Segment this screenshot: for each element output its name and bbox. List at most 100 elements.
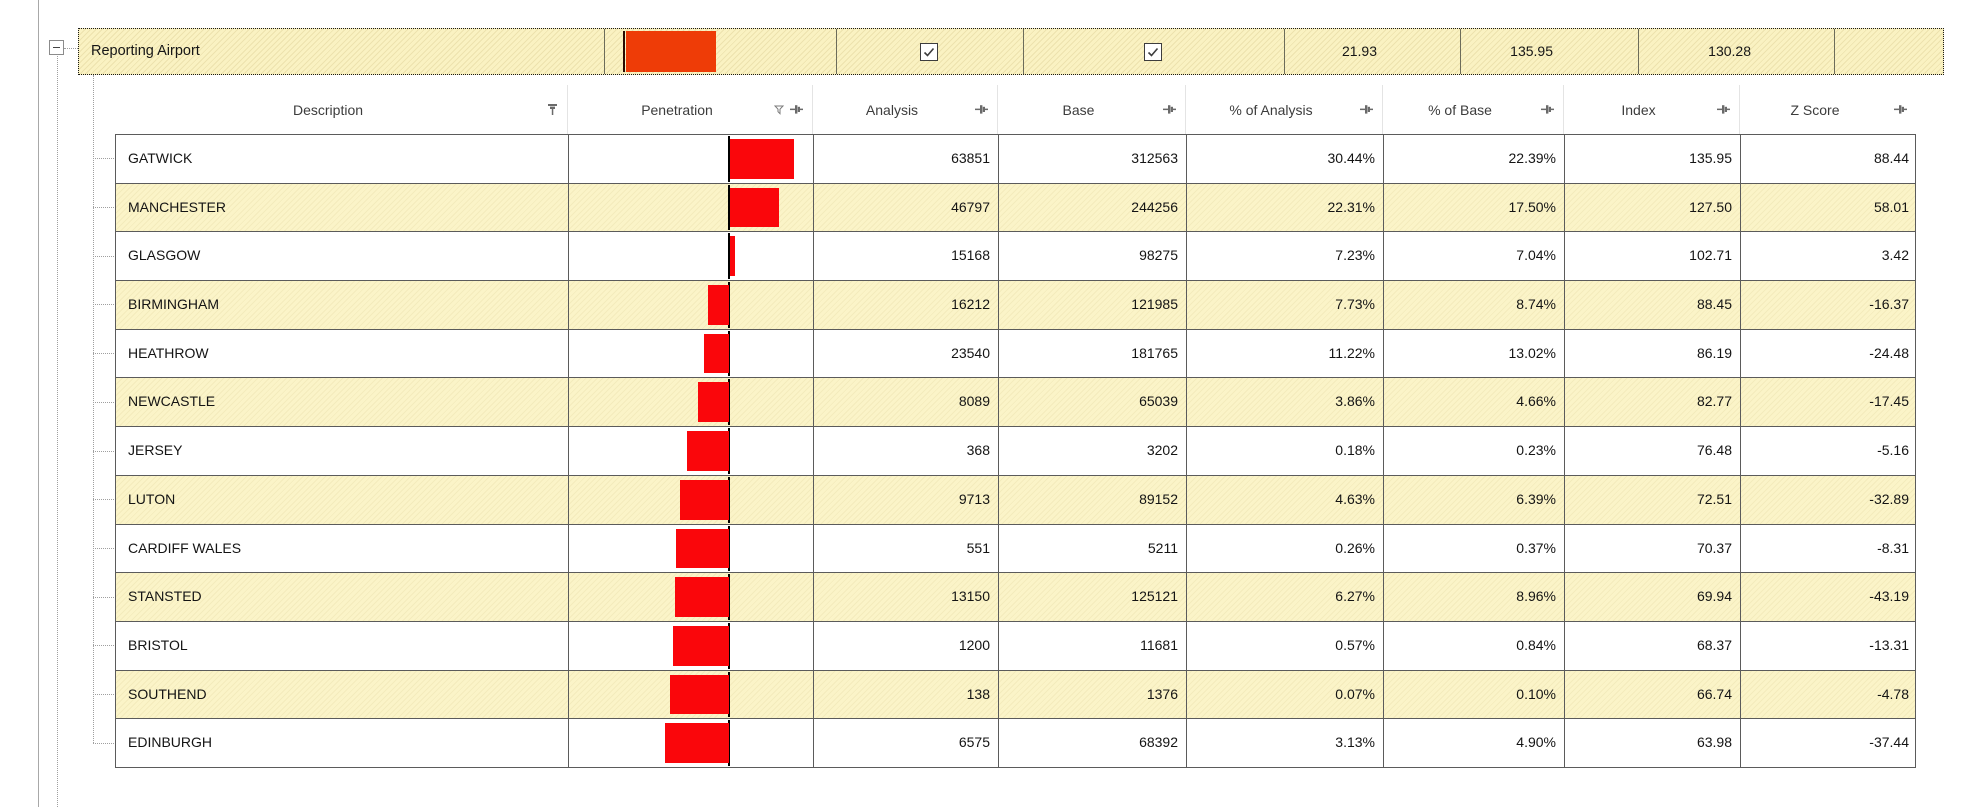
group-label: Reporting Airport [91, 43, 200, 59]
group-cell-divider [1284, 29, 1285, 74]
column-header-pct-of-base[interactable]: % of Base [1383, 85, 1564, 134]
z-score-cell: -4.78 [1877, 685, 1909, 702]
penetration-axis [728, 330, 730, 377]
group-value-1: 21.93 [1341, 43, 1377, 59]
pin-horizontal-icon[interactable] [1894, 104, 1907, 115]
penetration-bar [730, 139, 794, 179]
filter-icon[interactable] [774, 105, 785, 115]
index-cell: 127.50 [1565, 183, 1741, 232]
penetration-cell [569, 329, 814, 378]
base-cell: 98275 [999, 232, 1187, 281]
column-header-z-score[interactable]: Z Score [1740, 85, 1916, 134]
table-row-glasgow[interactable]: GLASGOW 15168 98275 7.23% 7.04% 102.71 3… [116, 232, 1915, 282]
penetration-cell [569, 135, 814, 183]
base-cell: 65039 [999, 378, 1187, 427]
tree-connector [93, 207, 114, 209]
tree-connector [93, 596, 114, 598]
pin-horizontal-icon[interactable] [1360, 104, 1373, 115]
table-row-luton[interactable]: LUTON 9713 89152 4.63% 6.39% 72.51 -32.8… [116, 475, 1915, 525]
penetration-bar [698, 382, 729, 423]
table-row-stansted[interactable]: STANSTED 13150 125121 6.27% 8.96% 69.94 … [116, 573, 1915, 622]
column-header-penetration[interactable]: Penetration [568, 85, 813, 134]
penetration-axis [728, 428, 730, 474]
description-cell: SOUTHEND [116, 670, 569, 719]
pin-horizontal-icon[interactable] [1163, 104, 1176, 115]
penetration-bar [675, 577, 729, 617]
index-cell: 72.51 [1565, 475, 1741, 524]
z-score-cell: -17.45 [1869, 393, 1909, 410]
table-row-heathrow[interactable]: HEATHROW 23540 181765 11.22% 13.02% 86.1… [116, 329, 1915, 379]
pct-of-base-cell: 8.96% [1384, 573, 1565, 621]
group-checkbox-2[interactable] [1144, 43, 1162, 61]
pct-of-base-cell: 0.10% [1384, 670, 1565, 719]
pct-of-analysis-cell: 6.27% [1187, 573, 1384, 621]
table-row-birmingham[interactable]: BIRMINGHAM 16212 121985 7.73% 8.74% 88.4… [116, 281, 1915, 330]
table-row-southend[interactable]: SOUTHEND 138 1376 0.07% 0.10% 66.74 -4.7… [116, 670, 1915, 720]
penetration-cell [569, 621, 814, 670]
header-row: Description Penetration Analysis B [115, 85, 1916, 134]
pct-of-base-cell: 0.23% [1384, 427, 1565, 475]
pin-horizontal-icon[interactable] [1541, 104, 1554, 115]
penetration-axis [728, 136, 730, 182]
group-cell-divider [836, 29, 837, 74]
analysis-cell: 551 [814, 524, 999, 573]
column-header-base[interactable]: Base [998, 85, 1186, 134]
table-row-newcastle[interactable]: NEWCASTLE 8089 65039 3.86% 4.66% 82.77 -… [116, 378, 1915, 428]
table-row-bristol[interactable]: BRISTOL 1200 11681 0.57% 0.84% 68.37 -13… [116, 621, 1915, 671]
pct-of-base-cell: 0.84% [1384, 621, 1565, 670]
base-cell: 68392 [999, 719, 1187, 767]
group-cell-divider [604, 29, 605, 74]
index-cell: 69.94 [1565, 573, 1741, 621]
penetration-axis [728, 379, 730, 426]
tree-connector [64, 48, 78, 49]
analysis-cell: 46797 [814, 183, 999, 232]
detail-grid: Description Penetration Analysis B [115, 85, 1916, 768]
penetration-bar [669, 674, 729, 715]
column-header-pct-of-analysis[interactable]: % of Analysis [1186, 85, 1383, 134]
table-row-edinburgh[interactable]: EDINBURGH 6575 68392 3.13% 4.90% 63.98 -… [116, 719, 1915, 768]
pin-horizontal-icon[interactable] [1717, 104, 1730, 115]
column-header-analysis[interactable]: Analysis [813, 85, 998, 134]
check-icon [923, 47, 935, 57]
tree-connector [93, 742, 114, 744]
pct-of-base-cell: 22.39% [1384, 135, 1565, 183]
pct-of-analysis-cell: 4.63% [1187, 475, 1384, 524]
base-cell: 125121 [999, 573, 1187, 621]
penetration-bar [680, 479, 729, 520]
penetration-cell [569, 524, 814, 573]
group-value-3: 130.28 [1708, 43, 1751, 59]
table-row-jersey[interactable]: JERSEY 368 3202 0.18% 0.23% 76.48 -5.16 [116, 427, 1915, 476]
analysis-cell: 138 [814, 670, 999, 719]
pin-horizontal-icon[interactable] [975, 104, 988, 115]
group-cell-divider [1460, 29, 1461, 74]
index-cell: 70.37 [1565, 524, 1741, 573]
base-cell: 121985 [999, 281, 1187, 329]
tree-connector [93, 304, 114, 306]
pin-horizontal-icon[interactable] [790, 104, 803, 115]
z-score-cell: 3.42 [1881, 247, 1909, 264]
base-cell: 244256 [999, 183, 1187, 232]
index-cell: 88.45 [1565, 281, 1741, 329]
pct-of-analysis-cell: 11.22% [1187, 329, 1384, 378]
description-cell: JERSEY [116, 427, 569, 475]
group-checkbox-1[interactable] [920, 43, 938, 61]
description-cell: NEWCASTLE [116, 378, 569, 427]
penetration-axis [728, 720, 730, 766]
description-cell: GATWICK [116, 135, 569, 183]
analysis-cell: 23540 [814, 329, 999, 378]
penetration-cell [569, 232, 814, 281]
column-header-description[interactable]: Description [115, 85, 568, 134]
pin-vertical-icon[interactable] [547, 103, 558, 116]
penetration-cell [569, 670, 814, 719]
pct-of-base-cell: 0.37% [1384, 524, 1565, 573]
table-row-gatwick[interactable]: GATWICK 63851 312563 30.44% 22.39% 135.9… [116, 135, 1915, 184]
group-row-reporting-airport[interactable]: Reporting Airport 21.93 135.95 130.28 [78, 28, 1944, 75]
column-header-index[interactable]: Index [1564, 85, 1740, 134]
analysis-cell: 8089 [814, 378, 999, 427]
table-row-manchester[interactable]: MANCHESTER 46797 244256 22.31% 17.50% 12… [116, 183, 1915, 233]
index-cell: 66.74 [1565, 670, 1741, 719]
table-row-cardiff-wales[interactable]: CARDIFF WALES 551 5211 0.26% 0.37% 70.37… [116, 524, 1915, 574]
penetration-bar [708, 285, 729, 325]
collapse-button[interactable] [49, 40, 64, 55]
tree-connector [93, 450, 114, 452]
